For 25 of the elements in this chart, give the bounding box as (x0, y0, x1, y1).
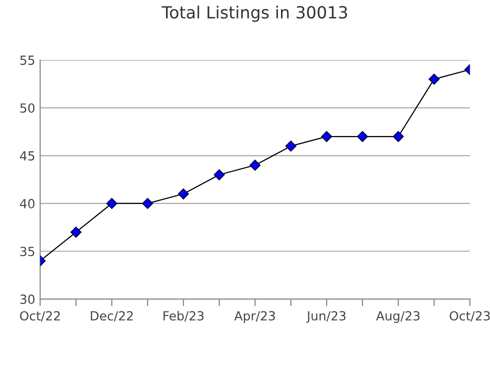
x-tick-label: Dec/22 (90, 311, 133, 322)
x-tick-label: Oct/23 (450, 311, 490, 322)
point (178, 188, 189, 200)
x-tick-label: Apr/23 (234, 311, 275, 323)
chart-title: Total Listings in 30013 (162, 6, 348, 22)
y-tick-label: 50 (20, 103, 34, 113)
point (428, 74, 440, 85)
point (357, 131, 368, 142)
x-tick-label: Feb/23 (164, 310, 204, 322)
point (285, 140, 296, 152)
x-tick-label: Aug/23 (376, 311, 420, 323)
point (70, 226, 82, 238)
point (142, 198, 154, 209)
y-tick-label: 30 (20, 294, 34, 304)
y-tick-label: 45 (20, 151, 34, 161)
y-tick-label: 40 (20, 198, 34, 208)
point (392, 131, 404, 142)
y-tick-label: 35 (20, 246, 34, 256)
point (321, 131, 332, 142)
x-tick-label: Oct/22 (20, 311, 60, 322)
x-tick-label: Jun/23 (306, 311, 346, 323)
point (106, 198, 118, 209)
point (214, 169, 225, 180)
point (250, 160, 261, 171)
y-tick-label: 55 (20, 56, 34, 65)
